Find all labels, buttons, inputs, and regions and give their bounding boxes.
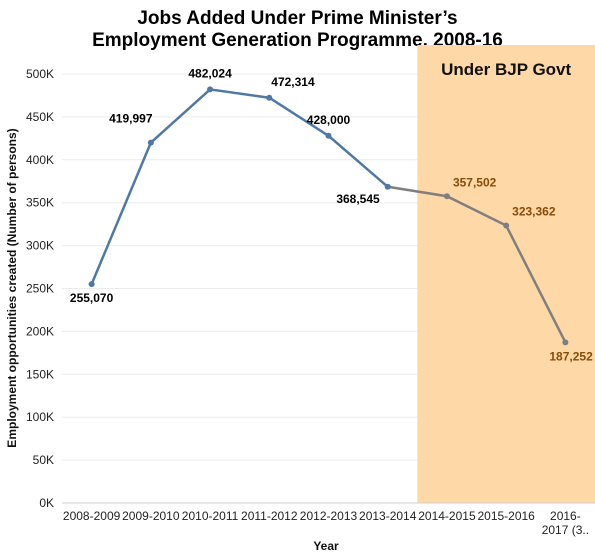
x-axis-title: Year bbox=[313, 539, 339, 553]
y-tick-label: 400K bbox=[26, 153, 54, 167]
y-tick-label: 450K bbox=[26, 110, 54, 124]
data-point bbox=[266, 94, 273, 101]
y-tick-label: 200K bbox=[26, 324, 54, 338]
data-point bbox=[443, 193, 450, 200]
y-tick-label: 300K bbox=[26, 239, 54, 253]
y-tick-label: 250K bbox=[26, 282, 54, 296]
chart-title-line-1: Jobs Added Under Prime Minister’s bbox=[137, 8, 458, 29]
data-point bbox=[503, 222, 510, 229]
data-label: 368,545 bbox=[336, 192, 380, 206]
data-label: 472,314 bbox=[271, 75, 315, 89]
y-tick-label: 150K bbox=[26, 367, 54, 381]
highlight-band bbox=[417, 45, 595, 503]
data-point bbox=[325, 132, 332, 139]
x-tick-label: 2015-2016 bbox=[477, 509, 535, 523]
series-line-main bbox=[90, 88, 389, 285]
data-point bbox=[147, 139, 154, 146]
data-point bbox=[562, 339, 569, 346]
x-tick-label: 2016-2017 (3.. bbox=[542, 509, 589, 537]
y-tick-label: 100K bbox=[26, 410, 54, 424]
y-axis-title: Employment opportunities created (Number… bbox=[5, 128, 19, 447]
data-label: 419,997 bbox=[109, 112, 153, 126]
chart-title-line-2: Employment Generation Programme, 2008-16 bbox=[92, 30, 503, 51]
data-label: 323,362 bbox=[512, 205, 556, 219]
y-tick-label: 350K bbox=[26, 196, 54, 210]
x-tick-label: 2013-2014 bbox=[359, 509, 417, 523]
y-tick-label: 500K bbox=[26, 67, 54, 81]
chart-title: Jobs Added Under Prime Minister’s Employ… bbox=[0, 8, 595, 52]
x-tick-label: 2011-2012 bbox=[241, 509, 298, 523]
data-point bbox=[384, 183, 391, 190]
series-line-bjp bbox=[387, 185, 567, 343]
x-tick-label: 2009-2010 bbox=[122, 509, 180, 523]
data-point bbox=[88, 281, 95, 288]
data-point bbox=[207, 86, 214, 93]
x-tick-label: 2012-2013 bbox=[300, 509, 358, 523]
x-tick-label: 2008-2009 bbox=[63, 509, 121, 523]
x-tick-label: 2010-2011 bbox=[182, 509, 239, 523]
y-tick-label: 50K bbox=[33, 453, 54, 467]
x-tick-label: 2014-2015 bbox=[418, 509, 476, 523]
y-tick-label: 0K bbox=[39, 496, 54, 510]
data-label: 255,070 bbox=[70, 291, 114, 305]
data-label: 357,502 bbox=[453, 175, 497, 189]
highlight-band-label: Under BJP Govt bbox=[441, 60, 571, 79]
data-label: 482,024 bbox=[188, 66, 232, 80]
data-label: 428,000 bbox=[307, 113, 351, 127]
data-label: 187,252 bbox=[549, 349, 593, 363]
